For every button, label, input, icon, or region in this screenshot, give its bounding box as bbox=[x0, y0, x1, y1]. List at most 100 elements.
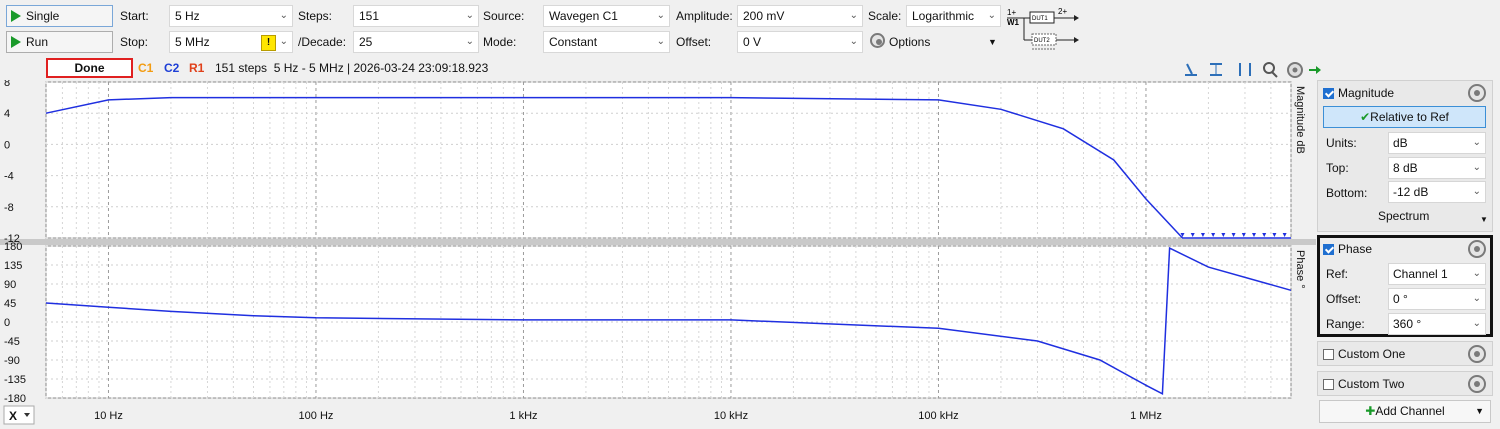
ref-label: Ref: bbox=[1326, 267, 1349, 281]
horizontal-cursor-icon[interactable] bbox=[1210, 63, 1222, 76]
checkbox-checked-icon bbox=[1323, 88, 1334, 99]
channel-r1-toggle[interactable]: R1 bbox=[189, 61, 205, 75]
chevron-down-icon: ⌄ bbox=[1472, 318, 1481, 329]
chevron-down-icon: ⌄ bbox=[1472, 293, 1481, 304]
chevron-down-icon: ⌄ bbox=[465, 36, 474, 47]
phase-trace bbox=[45, 246, 1292, 396]
start-combo[interactable]: 5 Hz ⌄ bbox=[169, 5, 293, 27]
run-button[interactable]: Run bbox=[6, 31, 113, 53]
x-tick-label: 1 kHz bbox=[509, 410, 537, 422]
custom-one-checkbox[interactable]: Custom One bbox=[1323, 347, 1405, 361]
phase-axis-title: Phase ° bbox=[1294, 250, 1306, 289]
top-combo[interactable]: 8 dB ⌄ bbox=[1388, 157, 1486, 179]
steps-combo[interactable]: 151 ⌄ bbox=[353, 5, 479, 27]
phase-checkbox-label: Phase bbox=[1338, 242, 1373, 256]
magnitude-clip-marker bbox=[1200, 233, 1205, 237]
steps-value: 151 bbox=[359, 9, 380, 23]
magnitude-y-tick-label: -8 bbox=[4, 202, 14, 214]
chevron-down-icon: ⌄ bbox=[1472, 137, 1481, 148]
chevron-down-icon: ⌄ bbox=[849, 36, 858, 47]
x-axis-selector: X bbox=[9, 409, 17, 423]
dropdown-arrow-icon bbox=[24, 413, 30, 417]
phase-gear-icon[interactable] bbox=[1468, 240, 1486, 258]
magnitude-clip-marker bbox=[1272, 233, 1277, 237]
warning-icon[interactable]: ! bbox=[261, 35, 276, 51]
magnitude-y-tick-label: -12 bbox=[4, 233, 20, 245]
channel-c1-toggle[interactable]: C1 bbox=[138, 61, 154, 75]
channel-c2-toggle[interactable]: C2 bbox=[164, 61, 180, 75]
x-tick-label: 10 Hz bbox=[94, 410, 123, 422]
stop-combo[interactable]: 5 MHz ! ⌄ bbox=[169, 31, 293, 53]
chevron-down-icon: ⌄ bbox=[1472, 268, 1481, 279]
scale-combo[interactable]: Logarithmic ⌄ bbox=[906, 5, 1001, 27]
offset-combo[interactable]: 0 V ⌄ bbox=[737, 31, 863, 53]
chevron-down-icon: ⌄ bbox=[987, 10, 996, 21]
add-channel-label: Add Channel bbox=[1375, 404, 1445, 418]
magnitude-checkbox-label: Magnitude bbox=[1338, 86, 1395, 100]
vertical-cursor-icon[interactable] bbox=[1239, 63, 1251, 76]
plus-icon: ✚ bbox=[1365, 404, 1376, 418]
plot-settings-gear-icon[interactable] bbox=[1287, 62, 1303, 78]
phase-y-tick-label: 180 bbox=[4, 241, 22, 253]
expand-arrow-icon[interactable]: ▼ bbox=[1480, 215, 1488, 224]
gear-icon bbox=[870, 33, 885, 48]
per-decade-combo[interactable]: 25 ⌄ bbox=[353, 31, 479, 53]
units-label: Units: bbox=[1326, 136, 1357, 150]
custom-two-gear-icon[interactable] bbox=[1468, 375, 1486, 393]
phase-checkbox[interactable]: Phase bbox=[1323, 242, 1372, 256]
bottom-label: Bottom: bbox=[1326, 186, 1368, 200]
amplitude-label: Amplitude: bbox=[676, 9, 733, 23]
top-label: Top: bbox=[1326, 161, 1349, 175]
bottom-combo[interactable]: -12 dB ⌄ bbox=[1388, 181, 1486, 203]
amplitude-value: 200 mV bbox=[743, 9, 785, 23]
units-combo[interactable]: dB ⌄ bbox=[1388, 132, 1486, 154]
magnitude-plot-frame bbox=[45, 81, 1292, 239]
magnitude-checkbox[interactable]: Magnitude bbox=[1323, 86, 1394, 100]
play-icon bbox=[11, 10, 21, 22]
ref-combo[interactable]: Channel 1 ⌄ bbox=[1388, 263, 1486, 285]
phase-y-tick-label: 0 bbox=[4, 317, 10, 329]
magnitude-settings-panel: Magnitude ✔Relative to Ref Units: dB ⌄ To… bbox=[1317, 80, 1493, 232]
dropdown-arrow-icon: ▼ bbox=[1475, 406, 1484, 416]
amplitude-combo[interactable]: 200 mV ⌄ bbox=[737, 5, 863, 27]
magnitude-clip-marker bbox=[1282, 233, 1287, 237]
phase-y-tick-label: 135 bbox=[4, 260, 22, 272]
phase-offset-combo[interactable]: 0 ° ⌄ bbox=[1388, 288, 1486, 310]
dut-wiring-diagram: 1+ W1 DUT1 DUT2 2+ bbox=[1007, 7, 1079, 50]
x-tick-label: 100 Hz bbox=[299, 410, 334, 422]
magnitude-clip-marker bbox=[1211, 233, 1216, 237]
custom-two-panel: Custom Two bbox=[1317, 371, 1493, 396]
magnitude-clip-marker bbox=[1262, 233, 1267, 237]
single-button[interactable]: Single bbox=[6, 5, 113, 27]
units-value: dB bbox=[1393, 136, 1408, 150]
phase-y-tick-label: -45 bbox=[4, 336, 20, 348]
per-decade-value: 25 bbox=[359, 35, 373, 49]
range-combo[interactable]: 360 ° ⌄ bbox=[1388, 313, 1486, 335]
per-decade-label: /Decade: bbox=[298, 35, 347, 49]
relative-to-ref-button[interactable]: ✔Relative to Ref bbox=[1323, 106, 1486, 128]
custom-two-label: Custom Two bbox=[1338, 377, 1405, 391]
chevron-down-icon: ⌄ bbox=[1472, 186, 1481, 197]
ref-value: Channel 1 bbox=[1393, 267, 1448, 281]
custom-one-gear-icon[interactable] bbox=[1468, 345, 1486, 363]
options-menu[interactable]: Options ▼ bbox=[868, 31, 1000, 53]
chevron-down-icon: ⌄ bbox=[279, 36, 288, 47]
stop-value: 5 MHz bbox=[175, 35, 210, 49]
phase-offset-label: Offset: bbox=[1326, 292, 1362, 306]
mode-combo[interactable]: Constant ⌄ bbox=[543, 31, 670, 53]
source-combo[interactable]: Wavegen C1 ⌄ bbox=[543, 5, 670, 27]
source-label: Source: bbox=[483, 9, 525, 23]
arrow-right-icon[interactable] bbox=[1309, 66, 1321, 74]
cursor-icon[interactable] bbox=[1185, 63, 1197, 76]
add-channel-button[interactable]: ✚Add Channel ▼ bbox=[1319, 400, 1491, 423]
checkbox-unchecked-icon bbox=[1323, 379, 1334, 390]
phase-settings-panel: Phase Ref: Channel 1 ⌄ Offset: 0 ° ⌄ Range… bbox=[1317, 235, 1493, 337]
magnitude-gear-icon[interactable] bbox=[1468, 84, 1486, 102]
spectrum-label[interactable]: Spectrum bbox=[1378, 209, 1430, 223]
bode-plot-area[interactable]: 8 4 0 -4 -8 -12 Magnitude dB 180 135 90 45 0 -45 -90 -… bbox=[0, 80, 1316, 429]
chevron-down-icon: ⌄ bbox=[1472, 162, 1481, 173]
zoom-icon[interactable] bbox=[1263, 62, 1278, 78]
options-label: Options bbox=[889, 35, 931, 49]
plot-splitter bbox=[0, 239, 1316, 245]
custom-two-checkbox[interactable]: Custom Two bbox=[1323, 377, 1404, 391]
